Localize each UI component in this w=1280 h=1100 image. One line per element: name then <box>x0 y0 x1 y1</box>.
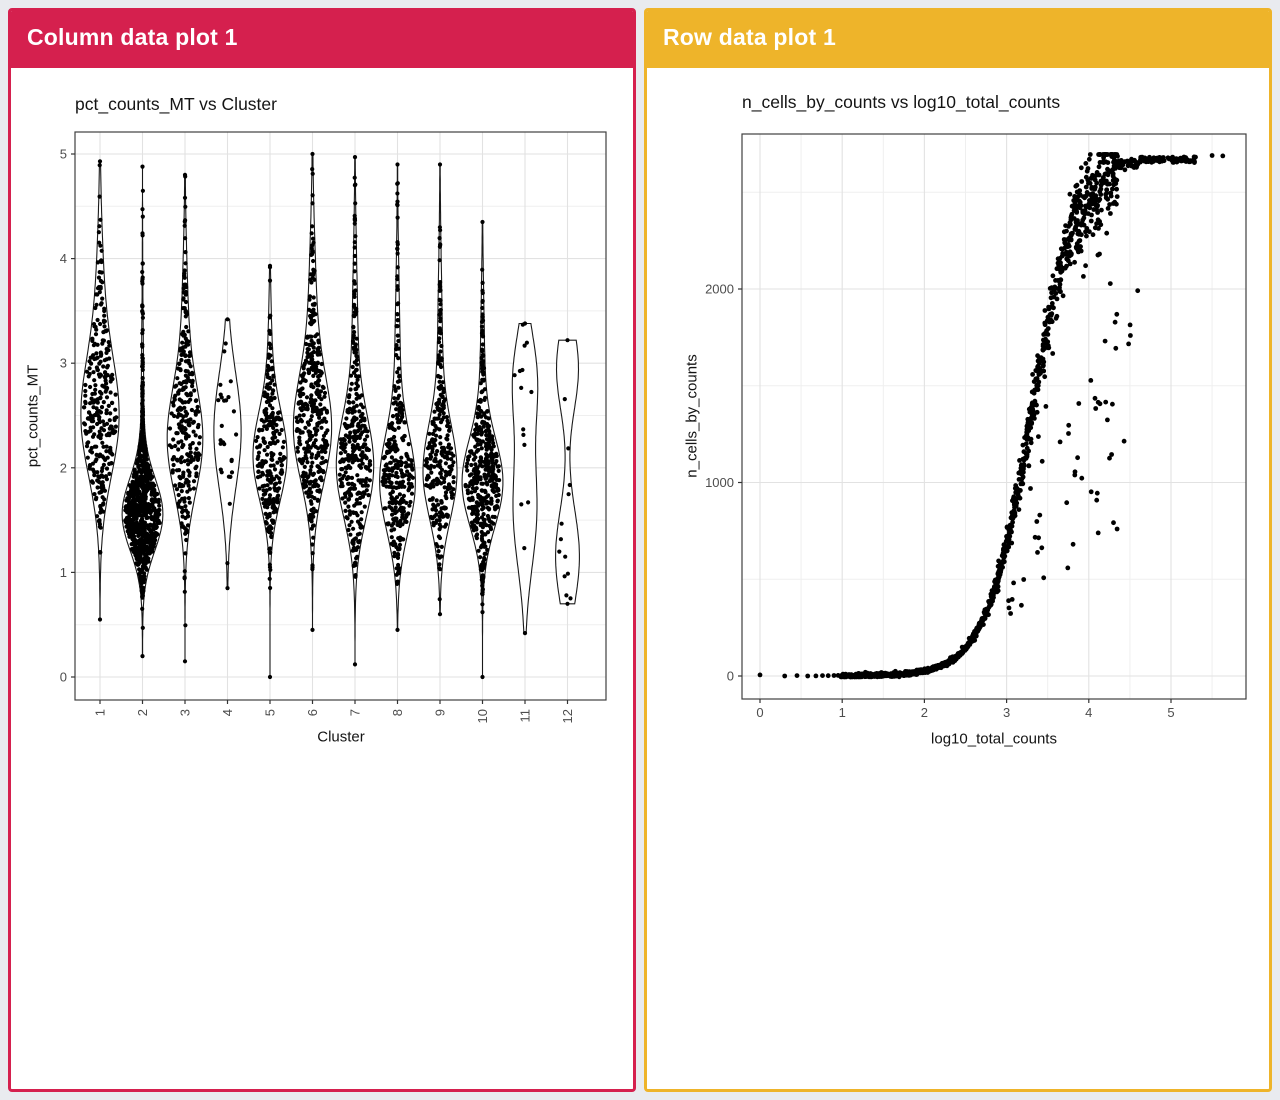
violin-x-tick-label: 1 <box>93 709 108 716</box>
scatter-x-tick-label: 0 <box>756 705 763 720</box>
violin-x-tick-label: 10 <box>475 709 490 723</box>
row-data-scatter-plot[interactable]: n_cells_by_counts vs log10_total_counts … <box>647 68 1269 1089</box>
scatter-y-tick-label: 2000 <box>705 282 734 297</box>
row-panel-body: n_cells_by_counts vs log10_total_counts … <box>647 68 1269 1089</box>
scatter-plot-canvas[interactable]: 0 1000 2000 0 1 2 3 4 5 <box>647 68 1269 756</box>
violin-x-tick-label: 2 <box>135 709 150 716</box>
scatter-axis-ticks: 0 1000 2000 0 1 2 3 4 5 <box>705 282 1175 721</box>
violin-y-tick-label: 0 <box>60 670 67 685</box>
scatter-y-tick-label: 1000 <box>705 475 734 490</box>
violin-x-tick-label: 7 <box>348 709 363 716</box>
violin-x-tick-label: 11 <box>518 709 533 723</box>
column-data-violin-plot[interactable]: pct_counts_MT vs Cluster pct_counts_MT C… <box>11 68 633 1089</box>
column-panel-header: Column data plot 1 <box>11 11 633 68</box>
violin-y-tick-label: 4 <box>60 251 67 266</box>
violin-y-tick-label: 5 <box>60 147 67 162</box>
violin-x-tick-label: 8 <box>390 709 405 716</box>
scatter-panel-border <box>742 134 1246 699</box>
violin-x-tick-label: 12 <box>560 709 575 723</box>
panel-column-data-plot: Column data plot 1 pct_counts_MT vs Clus… <box>8 8 636 1092</box>
scatter-x-tick-label: 4 <box>1085 705 1092 720</box>
scatter-x-tick-label: 5 <box>1167 705 1174 720</box>
column-panel-body: pct_counts_MT vs Cluster pct_counts_MT C… <box>11 68 633 1089</box>
scatter-y-tick-label: 0 <box>727 669 734 684</box>
panel-row-data-plot: Row data plot 1 n_cells_by_counts vs log… <box>644 8 1272 1092</box>
violin-y-tick-label: 3 <box>60 356 67 371</box>
scatter-points <box>758 152 1226 679</box>
violin-x-tick-label: 3 <box>178 709 193 716</box>
row-panel-header: Row data plot 1 <box>647 11 1269 68</box>
row-panel-title: Row data plot 1 <box>663 24 836 50</box>
scatter-x-tick-label: 1 <box>839 705 846 720</box>
scatter-x-tick-label: 2 <box>921 705 928 720</box>
scatter-gridlines <box>742 134 1246 699</box>
violin-x-tick-label: 9 <box>433 709 448 716</box>
violin-y-tick-label: 1 <box>60 565 67 580</box>
column-panel-title: Column data plot 1 <box>27 24 238 50</box>
violin-x-tick-label: 5 <box>263 709 278 716</box>
violin-x-tick-label: 4 <box>220 709 235 716</box>
scatter-x-tick-label: 3 <box>1003 705 1010 720</box>
violin-y-tick-label: 2 <box>60 460 67 475</box>
violin-x-tick-label: 6 <box>305 709 320 716</box>
